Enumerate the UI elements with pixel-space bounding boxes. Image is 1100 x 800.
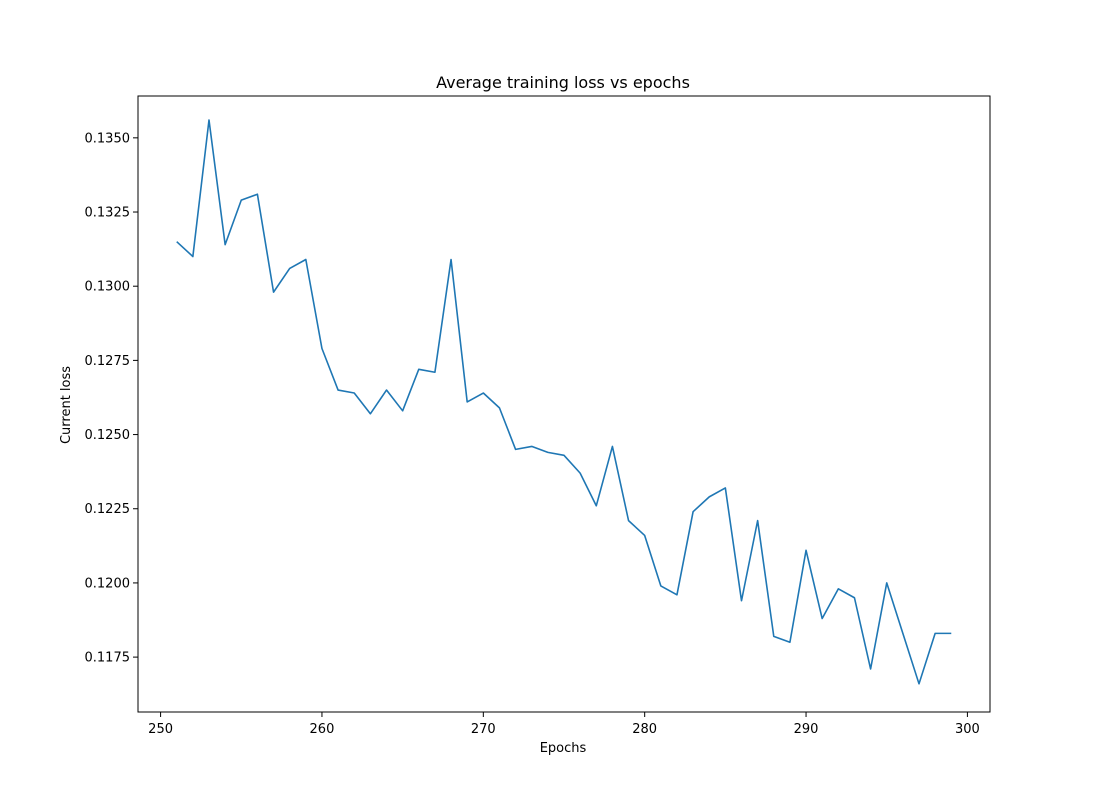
- x-tick-label: 300: [955, 722, 980, 737]
- y-axis-label: Current loss: [59, 366, 74, 444]
- y-tick-label: 0.1200: [85, 576, 131, 591]
- y-tick-label: 0.1250: [85, 428, 131, 443]
- x-axis: 250 260 270 280 290 300: [148, 712, 980, 737]
- y-tick-label: 0.1300: [85, 280, 131, 295]
- y-tick-label: 0.1350: [85, 131, 131, 146]
- x-tick-label: 270: [471, 722, 496, 737]
- plot-area: [176, 119, 952, 685]
- plot-frame: [137, 95, 991, 713]
- chart-title: Average training loss vs epochs: [436, 73, 690, 92]
- y-tick-label: 0.1225: [85, 502, 131, 517]
- y-tick-label: 0.1325: [85, 206, 131, 221]
- y-tick-label: 0.1275: [85, 354, 131, 369]
- y-tick-label: 0.1175: [85, 651, 131, 666]
- x-tick-label: 250: [148, 722, 173, 737]
- x-tick-label: 260: [310, 722, 335, 737]
- x-tick-label: 280: [632, 722, 657, 737]
- x-axis-label: Epochs: [540, 741, 587, 756]
- series-line-0: [176, 119, 952, 685]
- y-axis: 0.1175 0.1200 0.1225 0.1250 0.1275 0.1300 0.13…: [85, 131, 138, 666]
- x-tick-label: 290: [794, 722, 819, 737]
